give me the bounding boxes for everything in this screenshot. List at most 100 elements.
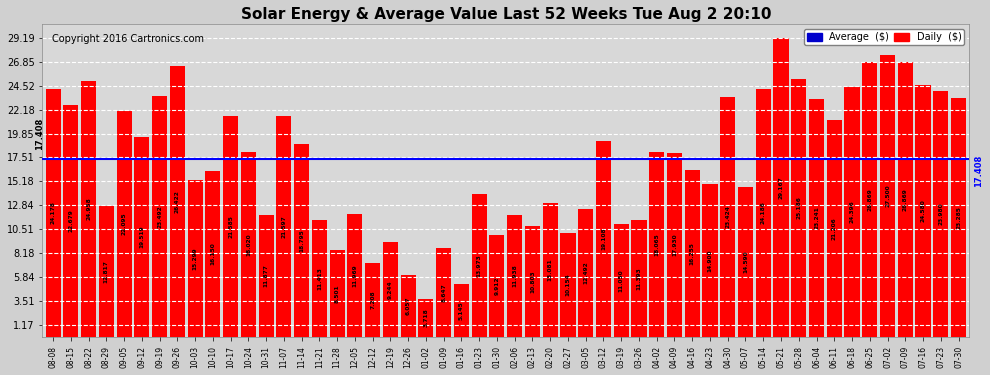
Text: 22.095: 22.095: [122, 212, 127, 235]
Bar: [437, 248, 451, 337]
Bar: [578, 209, 593, 337]
Text: 19.108: 19.108: [601, 228, 606, 250]
Bar: [525, 226, 540, 337]
Text: 25.186: 25.186: [796, 196, 801, 219]
Bar: [312, 220, 327, 337]
Bar: [507, 214, 523, 337]
Text: 11.393: 11.393: [637, 267, 642, 290]
Text: 14.590: 14.590: [743, 251, 748, 273]
Bar: [170, 66, 185, 337]
Bar: [916, 85, 931, 337]
Bar: [347, 214, 362, 337]
Text: 12.817: 12.817: [104, 260, 109, 283]
Bar: [383, 242, 398, 337]
Bar: [685, 170, 700, 337]
Text: 10.154: 10.154: [565, 273, 570, 296]
Text: 16.150: 16.150: [211, 243, 216, 266]
Bar: [81, 81, 96, 337]
Text: 16.255: 16.255: [690, 242, 695, 265]
Text: 21.585: 21.585: [228, 215, 234, 238]
Text: 21.206: 21.206: [832, 217, 837, 240]
Title: Solar Energy & Average Value Last 52 Weeks Tue Aug 2 20:10: Solar Energy & Average Value Last 52 Wee…: [241, 7, 771, 22]
Text: 17.408: 17.408: [36, 117, 45, 150]
Bar: [703, 184, 718, 337]
Text: 23.241: 23.241: [814, 206, 819, 229]
Bar: [951, 98, 966, 337]
Text: 11.969: 11.969: [352, 264, 357, 287]
Bar: [365, 263, 380, 337]
Bar: [720, 97, 736, 337]
Bar: [596, 141, 611, 337]
Text: 26.869: 26.869: [867, 188, 872, 211]
Bar: [401, 275, 416, 337]
Bar: [99, 206, 114, 337]
Text: 8.647: 8.647: [442, 283, 446, 302]
Bar: [898, 62, 913, 337]
Text: 18.795: 18.795: [299, 229, 304, 252]
Text: 22.679: 22.679: [68, 209, 73, 232]
Text: 11.413: 11.413: [317, 267, 322, 290]
Bar: [330, 250, 345, 337]
Text: 26.869: 26.869: [903, 188, 908, 211]
Text: 19.519: 19.519: [140, 225, 145, 248]
Text: 24.186: 24.186: [760, 201, 765, 224]
Bar: [453, 284, 469, 337]
Bar: [614, 224, 629, 337]
Text: 24.958: 24.958: [86, 198, 91, 220]
Text: 14.900: 14.900: [708, 249, 713, 272]
Bar: [880, 55, 895, 337]
Text: 24.580: 24.580: [921, 200, 926, 222]
Text: 5.145: 5.145: [459, 301, 464, 320]
Text: 23.285: 23.285: [956, 206, 961, 229]
Bar: [934, 91, 948, 337]
Bar: [152, 96, 167, 337]
Legend: Average  ($), Daily  ($): Average ($), Daily ($): [804, 29, 964, 45]
Text: 8.501: 8.501: [335, 284, 340, 303]
Text: 10.803: 10.803: [530, 270, 535, 293]
Text: Copyright 2016 Cartronics.com: Copyright 2016 Cartronics.com: [51, 34, 204, 44]
Bar: [223, 116, 239, 337]
Text: 11.050: 11.050: [619, 269, 624, 291]
Text: 24.178: 24.178: [50, 202, 55, 225]
Text: 6.057: 6.057: [406, 297, 411, 315]
Bar: [543, 203, 557, 337]
Bar: [419, 299, 434, 337]
Bar: [135, 137, 149, 337]
Bar: [258, 215, 273, 337]
Text: 17.930: 17.930: [672, 234, 677, 256]
Bar: [827, 120, 842, 337]
Bar: [294, 144, 309, 337]
Bar: [471, 194, 487, 337]
Bar: [63, 105, 78, 337]
Text: 13.081: 13.081: [547, 258, 552, 281]
Bar: [791, 79, 806, 337]
Text: 23.980: 23.980: [939, 203, 943, 225]
Text: 18.020: 18.020: [246, 233, 250, 256]
Text: 21.597: 21.597: [281, 215, 286, 238]
Bar: [241, 152, 256, 337]
Text: 23.424: 23.424: [726, 206, 731, 228]
Bar: [560, 233, 575, 337]
Text: 26.422: 26.422: [175, 190, 180, 213]
Text: 11.877: 11.877: [263, 264, 268, 287]
Bar: [649, 152, 664, 337]
Bar: [862, 62, 877, 337]
Text: 7.208: 7.208: [370, 291, 375, 309]
Bar: [755, 89, 771, 337]
Bar: [632, 220, 646, 337]
Bar: [667, 153, 682, 337]
Text: 24.396: 24.396: [849, 201, 854, 223]
Text: 23.492: 23.492: [157, 205, 162, 228]
Bar: [738, 188, 753, 337]
Text: 29.167: 29.167: [778, 176, 783, 199]
Bar: [489, 235, 505, 337]
Bar: [46, 89, 60, 337]
Bar: [844, 87, 859, 337]
Text: 15.299: 15.299: [193, 247, 198, 270]
Text: 27.500: 27.500: [885, 184, 890, 207]
Text: 13.973: 13.973: [477, 254, 482, 277]
Bar: [809, 99, 824, 337]
Text: 3.718: 3.718: [424, 308, 429, 327]
Bar: [773, 38, 789, 337]
Bar: [117, 111, 132, 337]
